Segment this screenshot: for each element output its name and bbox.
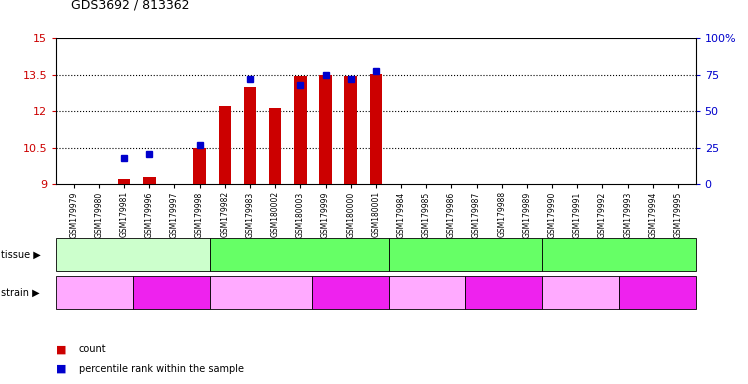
Text: C57BL/6J: C57BL/6J <box>634 288 681 298</box>
Text: C57BL/6J: C57BL/6J <box>480 288 527 298</box>
Text: GDS3692 / 813362: GDS3692 / 813362 <box>71 0 189 12</box>
Text: gastrocnemius: gastrocnemius <box>580 249 657 260</box>
Text: gonadal white adipose: gonadal white adipose <box>74 249 191 260</box>
Bar <box>193 148 206 184</box>
Bar <box>143 177 156 184</box>
Bar <box>269 108 281 184</box>
Text: tissue ▶: tissue ▶ <box>1 249 40 260</box>
Bar <box>294 76 307 184</box>
Text: liver: liver <box>454 249 476 260</box>
Bar <box>344 76 357 184</box>
Bar <box>370 74 382 184</box>
Bar <box>117 179 130 184</box>
Text: brain: brain <box>286 249 313 260</box>
Text: count: count <box>79 344 106 354</box>
Text: strain ▶: strain ▶ <box>1 288 40 298</box>
Text: B6.C-D7Mit353: B6.C-D7Mit353 <box>551 288 610 297</box>
Text: ■: ■ <box>56 344 67 354</box>
Text: B6.C-D7Mit353: B6.C-D7Mit353 <box>398 288 456 297</box>
Bar <box>218 106 231 184</box>
Text: C57BL/6J: C57BL/6J <box>327 288 373 298</box>
Bar <box>319 75 332 184</box>
Text: percentile rank within the sample: percentile rank within the sample <box>79 364 244 374</box>
Text: B6.C-D7Mit353: B6.C-D7Mit353 <box>66 288 123 297</box>
Text: C57BL/6J: C57BL/6J <box>148 288 194 298</box>
Text: ■: ■ <box>56 364 67 374</box>
Text: B6.C-D7Mit353: B6.C-D7Mit353 <box>221 288 300 298</box>
Bar <box>244 87 257 184</box>
